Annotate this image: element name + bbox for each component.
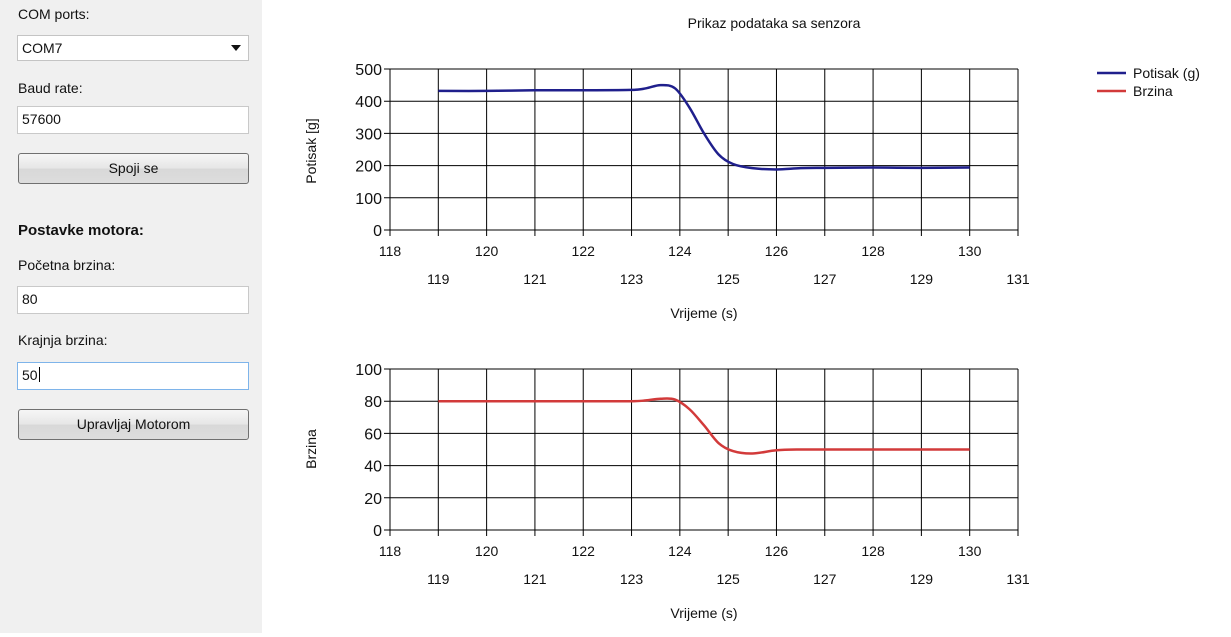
x-tick-label: 127 [813, 571, 837, 587]
y-tick-label: 20 [364, 491, 382, 508]
chevron-down-icon[interactable] [231, 45, 241, 51]
y-tick-label: 100 [355, 191, 382, 208]
connect-button[interactable]: Spoji se [18, 153, 249, 184]
end-speed-input[interactable]: 50 [17, 362, 249, 390]
series-line-potisak [438, 83, 970, 171]
y-tick-label: 60 [364, 426, 382, 443]
x-axis-label: Vrijeme (s) [670, 605, 737, 621]
x-tick-label: 118 [379, 243, 402, 259]
end-speed-value: 50 [22, 367, 38, 383]
x-tick-label: 131 [1006, 571, 1030, 587]
baud-rate-input[interactable]: 57600 [17, 106, 249, 134]
x-tick-label: 122 [572, 543, 596, 559]
com-port-value: COM7 [22, 40, 63, 56]
x-tick-label: 123 [620, 271, 644, 287]
x-tick-label: 128 [861, 543, 885, 559]
start-speed-label: Početna brzina: [18, 257, 116, 273]
x-tick-label: 120 [475, 543, 499, 559]
legend-label: Potisak (g) [1133, 65, 1200, 81]
x-tick-label: 126 [765, 543, 789, 559]
sensor-chart: Prikaz podataka sa senzora 0100200300400… [303, 15, 1200, 621]
x-tick-label: 127 [813, 271, 837, 287]
sidebar-panel: COM ports: COM7 Baud rate: 57600 Spoji s… [0, 0, 262, 633]
text-caret [38, 367, 40, 382]
motor-settings-heading: Postavke motora: [18, 222, 144, 239]
com-port-select[interactable]: COM7 [17, 35, 249, 61]
y-tick-label: 0 [373, 223, 382, 240]
thrust-chart: 0 100 200 300 400 500 118 120 122 124 126 128 130 119… [303, 62, 1030, 321]
x-tick-label: 124 [668, 543, 692, 559]
end-speed-label: Krajnja brzina: [18, 332, 108, 348]
y-tick-label: 400 [355, 94, 382, 111]
y-tick-label: 200 [355, 159, 382, 176]
x-tick-label: 130 [958, 543, 982, 559]
x-tick-label: 130 [958, 243, 982, 259]
x-tick-label: 125 [716, 571, 740, 587]
x-tick-label: 119 [427, 271, 450, 287]
control-motor-button[interactable]: Upravljaj Motorom [18, 409, 249, 440]
start-speed-input[interactable]: 80 [17, 286, 249, 314]
y-tick-label: 0 [373, 523, 382, 540]
y-axis-label: Brzina [303, 429, 319, 469]
com-ports-label: COM ports: [18, 6, 90, 22]
x-tick-label: 121 [523, 571, 547, 587]
speed-chart: 0 20 40 60 80 100 118 120 122 124 126 128 130 119 121 1… [303, 362, 1030, 621]
x-tick-label: 128 [861, 243, 885, 259]
x-tick-label: 120 [475, 243, 499, 259]
x-tick-label: 123 [620, 571, 644, 587]
x-tick-label: 121 [523, 271, 547, 287]
baud-rate-label: Baud rate: [18, 80, 83, 96]
y-axis-label: Potisak [g] [303, 118, 319, 183]
y-tick-label: 500 [355, 62, 382, 79]
chart-legend: Potisak (g) Brzina [1097, 65, 1200, 99]
y-tick-label: 100 [355, 362, 382, 379]
x-tick-label: 119 [427, 571, 450, 587]
x-tick-label: 131 [1006, 271, 1030, 287]
chart-area: Prikaz podataka sa senzora 0 100 200 300 400… [262, 0, 1231, 633]
series-line-brzina [438, 397, 970, 455]
x-tick-label: 122 [572, 243, 596, 259]
plot-background [390, 69, 1018, 230]
x-tick-label: 126 [765, 243, 789, 259]
x-tick-label: 129 [910, 271, 934, 287]
x-tick-label: 124 [668, 243, 692, 259]
x-tick-label: 129 [910, 571, 934, 587]
x-axis-label: Vrijeme (s) [670, 305, 737, 321]
x-tick-label: 125 [716, 271, 740, 287]
legend-label: Brzina [1133, 83, 1173, 99]
chart-title: Prikaz podataka sa senzora [688, 15, 861, 31]
y-tick-label: 80 [364, 394, 382, 411]
x-tick-label: 118 [379, 543, 402, 559]
y-tick-label: 40 [364, 459, 382, 476]
y-tick-label: 300 [355, 126, 382, 143]
